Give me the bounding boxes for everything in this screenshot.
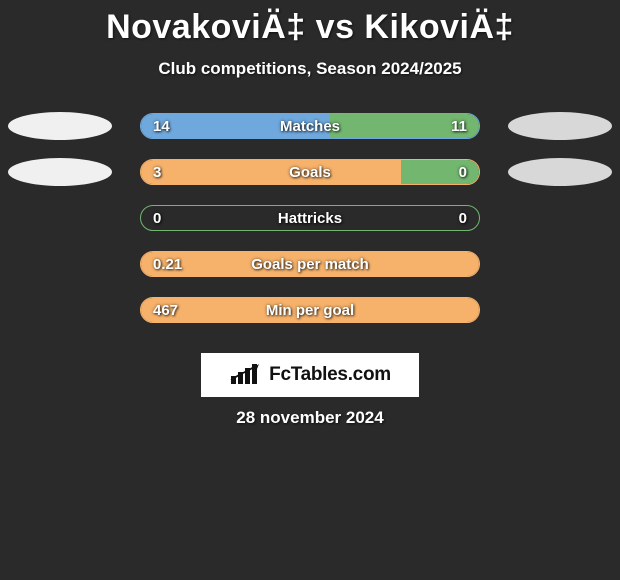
stat-value-left: 0.21 — [153, 252, 182, 277]
player-left-photo-placeholder — [8, 158, 112, 186]
stat-value-right: 0 — [459, 206, 467, 231]
stat-bar: Matches14 11 — [140, 113, 480, 139]
stat-row: Min per goal467 — [0, 297, 620, 323]
stat-row: Goals3 0 — [0, 159, 620, 185]
stat-label: Goals per match — [141, 252, 479, 277]
stat-value-left: 14 — [153, 114, 170, 139]
stat-value-left: 3 — [153, 160, 161, 185]
stat-value-right: 11 — [451, 114, 467, 139]
source-logo: FcTables.com — [201, 353, 419, 397]
stat-bar: Min per goal467 — [140, 297, 480, 323]
stat-value-right: 0 — [459, 160, 467, 185]
stat-label: Hattricks — [141, 206, 479, 231]
source-logo-text: FcTables.com — [269, 364, 391, 386]
comparison-title: NovakoviÄ‡ vs KikoviÄ‡ — [0, 0, 620, 47]
stat-value-left: 467 — [153, 298, 178, 323]
stat-bar: Goals per match0.21 — [140, 251, 480, 277]
stat-bar: Goals3 0 — [140, 159, 480, 185]
stat-row: Matches14 11 — [0, 113, 620, 139]
comparison-subtitle: Club competitions, Season 2024/2025 — [0, 59, 620, 79]
stat-label: Min per goal — [141, 298, 479, 323]
bar-chart-icon — [229, 362, 263, 388]
stat-row: Goals per match0.21 — [0, 251, 620, 277]
stat-label: Matches — [141, 114, 479, 139]
player-right-photo-placeholder — [508, 112, 612, 140]
stat-rows-container: Matches1411Goals30Hattricks00Goals per m… — [0, 113, 620, 323]
player-left-photo-placeholder — [8, 112, 112, 140]
stat-row: Hattricks0 0 — [0, 205, 620, 231]
snapshot-date: 28 november 2024 — [0, 408, 620, 428]
stat-label: Goals — [141, 160, 479, 185]
stat-bar: Hattricks0 0 — [140, 205, 480, 231]
player-right-photo-placeholder — [508, 158, 612, 186]
stat-value-left: 0 — [153, 206, 161, 231]
